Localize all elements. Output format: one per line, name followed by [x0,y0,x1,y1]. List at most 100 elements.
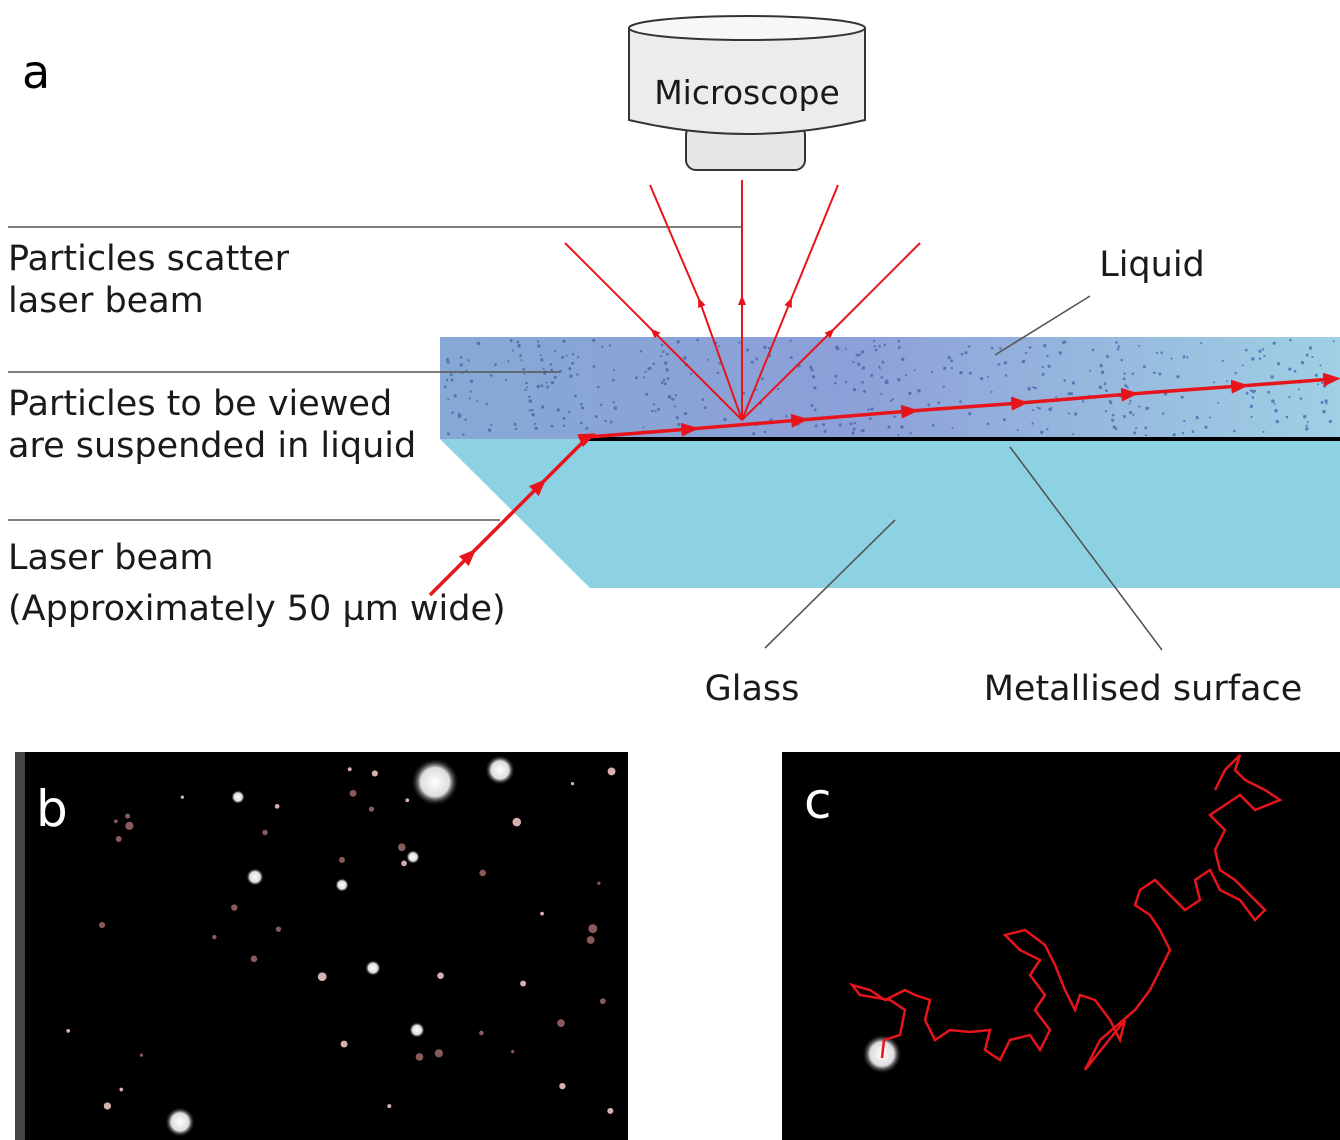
particle-dot [991,391,993,393]
particle-dot [1294,370,1297,373]
particle-dot [1028,387,1031,390]
particle-dot [581,406,584,409]
particle-dot [572,353,575,356]
particle-dot [869,417,872,420]
particle [479,870,486,877]
particle [104,1102,111,1109]
particle-dot [898,340,901,343]
particle-dot [1306,354,1309,357]
particle-dot [1309,346,1312,349]
particle-dot [701,398,704,401]
particle-dot [764,431,767,434]
particle-dot [980,377,983,380]
particle-dot [1042,366,1044,368]
particle-dot [1123,372,1125,374]
particle-dot [1171,358,1173,360]
particle-dot [1251,357,1254,360]
micrograph [15,752,628,1140]
particle-dot [1117,348,1120,351]
particle-dot [1047,365,1050,368]
particle-dot [1109,401,1112,404]
particle-dot [1034,387,1037,390]
particle [116,836,122,842]
particle-dot [522,368,525,371]
particle-dot [1250,405,1253,408]
particle-dot [858,353,861,356]
particle-dot [541,405,544,408]
particle-dot [1305,427,1308,430]
particle-dot [822,423,825,426]
particle-dot [1263,355,1265,357]
particle-dot [873,340,875,342]
label: (Approximately 50 µm wide) [8,589,506,629]
particle-dot [968,412,971,415]
particle-dot [1276,420,1279,423]
particle-dot [1124,384,1127,387]
particle-dot [948,356,951,359]
particle-dot [1017,429,1019,431]
particle-dot [892,398,894,400]
particle-dot [964,351,967,354]
particle-dot [704,406,707,409]
particle-dot [1113,425,1116,428]
panel-label: b [36,780,68,838]
particle [372,770,378,776]
particle-dot [540,358,543,361]
particle-dot [752,432,755,435]
particle-dot [531,413,534,416]
particle-dot [1059,351,1062,354]
particle-dot [796,422,799,425]
particle-dot [761,377,764,380]
particle-dot [1055,396,1057,398]
particle-dot [541,385,544,388]
particle-dot [1183,420,1185,422]
particle-dot [613,369,615,371]
particle [608,768,616,776]
particle-dot [790,356,793,359]
particle [335,878,349,892]
particle-dot [1072,381,1075,384]
particle-dot [476,400,478,402]
particle [231,790,245,804]
particle-dot [1123,377,1126,380]
particle-dot [1099,364,1103,368]
particle-dot [723,418,727,422]
particle-dot [998,363,1001,366]
particle-dot [815,424,818,427]
particle-dot [1186,356,1188,358]
particle-dot [1041,373,1044,376]
particle-dot [569,375,572,378]
particle-dot [812,375,815,378]
particle-dot [927,404,930,407]
particle [479,1031,484,1036]
particle-dot [999,347,1002,350]
particle-dot [660,355,662,357]
particle-dot [951,367,953,369]
particle-dot [446,360,450,364]
particle-dot [1288,367,1291,370]
particle [401,860,407,866]
particle-dot [867,408,869,410]
particle-dot [562,340,565,343]
particle-dot [834,382,837,385]
particle-dot [718,345,720,347]
particle [597,882,600,885]
particle-dot [450,379,453,382]
particle-dot [643,427,645,429]
particle [512,818,521,827]
particle-dot [746,349,749,352]
particle-dot [1072,433,1074,435]
particle-dot [1005,374,1007,376]
particle-dot [1143,365,1146,368]
particle [571,782,574,785]
particle-dot [835,375,838,378]
particle-dot [785,415,787,417]
particle-dot [447,398,449,400]
particle-dot [657,408,660,411]
particle-dot [1128,403,1130,405]
particle-dot [755,358,758,361]
particle [540,912,544,916]
particle-dot [644,371,646,373]
particle-dot [561,356,564,359]
particle-dot [1315,374,1318,377]
